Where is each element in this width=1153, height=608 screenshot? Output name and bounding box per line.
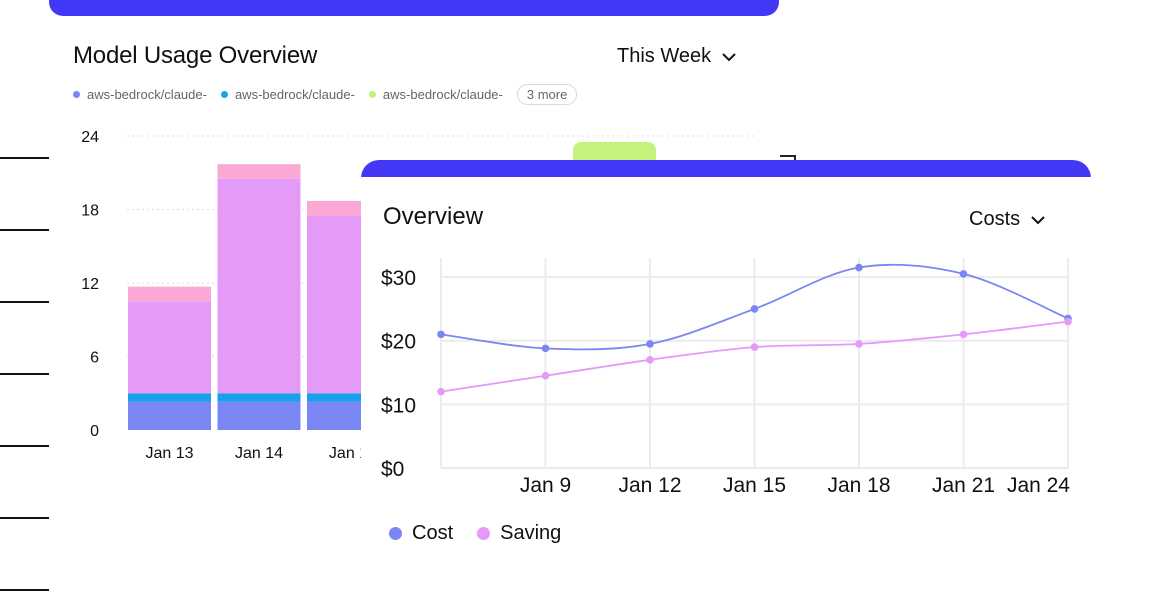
data-point bbox=[541, 371, 550, 380]
data-point bbox=[750, 343, 759, 351]
bar-segment bbox=[128, 301, 211, 394]
x-tick-label: Jan 18 bbox=[827, 474, 890, 497]
legend-label: aws-bedrock/claude- bbox=[87, 87, 207, 102]
data-point bbox=[855, 263, 863, 272]
y-tick-label: 6 bbox=[90, 350, 99, 367]
y-tick-label: 0 bbox=[90, 423, 99, 440]
data-point bbox=[646, 356, 654, 364]
legend-dot bbox=[389, 527, 402, 540]
data-point bbox=[1064, 317, 1072, 326]
legend-label: aws-bedrock/claude- bbox=[234, 87, 355, 102]
legend-label: Saving bbox=[500, 522, 562, 544]
y-tick-label: $0 bbox=[381, 458, 404, 481]
legend-dot bbox=[220, 91, 228, 98]
chevron-down-icon bbox=[722, 52, 736, 61]
data-point bbox=[541, 344, 550, 353]
legend-label: aws-bedrock/claude- bbox=[382, 87, 503, 102]
y-tick-label: $20 bbox=[381, 331, 416, 354]
bar-segment bbox=[307, 393, 390, 402]
legend-dot bbox=[368, 91, 376, 98]
data-point bbox=[959, 270, 968, 278]
data-point bbox=[750, 305, 759, 313]
x-tick-label: Jan 21 bbox=[932, 474, 995, 497]
x-tick-label: Jan 13 bbox=[145, 445, 193, 462]
legend-item[interactable]: aws-bedrock/claude- bbox=[220, 87, 355, 102]
bar-segment bbox=[128, 401, 211, 430]
bar-segment bbox=[128, 393, 211, 402]
x-tick-label: Jan 15 bbox=[723, 474, 786, 497]
data-point bbox=[959, 330, 968, 339]
legend-item-cost[interactable]: Cost bbox=[389, 522, 453, 545]
x-tick-label: Jan 9 bbox=[520, 474, 571, 497]
usage-card-title: Model Usage Overview bbox=[73, 42, 318, 69]
legend-item[interactable]: aws-bedrock/claude- bbox=[73, 87, 207, 102]
x-tick-label: Jan 14 bbox=[235, 445, 283, 462]
bar-segment bbox=[217, 164, 301, 179]
data-point bbox=[437, 387, 445, 396]
bar-segment bbox=[128, 286, 211, 302]
y-tick-label: 18 bbox=[81, 203, 99, 220]
metric-dropdown[interactable]: Costs bbox=[969, 208, 1046, 231]
x-tick-label: Jan 24 bbox=[1007, 474, 1070, 497]
card-accent-bar bbox=[361, 160, 1091, 177]
more-legend-chip[interactable]: 3 more bbox=[516, 84, 578, 105]
range-dropdown-label: This Week bbox=[617, 45, 712, 67]
overview-card: Overview Costs $0 $10 $20 $30 Jan 9 Jan 12 Jan… bbox=[361, 160, 1091, 608]
legend-dot bbox=[477, 527, 491, 540]
chevron-down-icon bbox=[1031, 215, 1045, 224]
bar-segment bbox=[217, 401, 301, 430]
data-point bbox=[646, 340, 654, 348]
data-point bbox=[437, 330, 445, 339]
bar-segment bbox=[217, 178, 301, 394]
bar-segment bbox=[217, 393, 301, 402]
y-tick-label: 24 bbox=[81, 129, 99, 146]
x-tick-label: Jan 1 bbox=[329, 445, 368, 462]
legend-item-saving[interactable]: Saving bbox=[477, 522, 561, 545]
legend-label: Cost bbox=[412, 522, 454, 544]
y-tick-label: $10 bbox=[381, 394, 416, 417]
card-accent-bar bbox=[49, 0, 779, 16]
legend-item[interactable]: aws-bedrock/claude- bbox=[368, 87, 503, 102]
overview-legend: Cost Saving bbox=[389, 522, 561, 545]
legend-dot bbox=[73, 91, 80, 98]
overview-card-title: Overview bbox=[383, 203, 484, 230]
metric-dropdown-label: Costs bbox=[969, 208, 1021, 230]
overview-line-chart: $0 $10 $20 $30 Jan 9 Jan 12 Jan 15 Jan 18 Jan 21… bbox=[381, 258, 1072, 497]
usage-legend: aws-bedrock/claude- aws-bedrock/claude- … bbox=[73, 84, 578, 105]
y-tick-label: $30 bbox=[381, 267, 416, 290]
y-tick-label: 12 bbox=[81, 276, 99, 293]
data-point bbox=[855, 340, 863, 348]
x-tick-label: Jan 12 bbox=[618, 474, 681, 497]
range-dropdown[interactable]: This Week bbox=[617, 45, 737, 68]
